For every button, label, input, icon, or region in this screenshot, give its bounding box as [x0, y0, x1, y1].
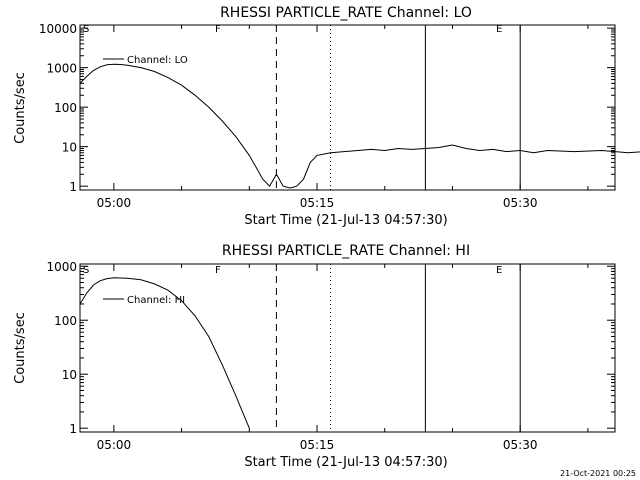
lo-vertical-lines — [275, 25, 521, 190]
hi-panel: RHESSI PARTICLE_RATE Channel: HI 05:00 05… — [13, 243, 616, 470]
hi-y-tick-label: 100 — [54, 314, 77, 328]
hi-legend-label: Channel: HI — [127, 295, 185, 306]
lo-plot-frame — [79, 24, 616, 191]
lo-panel: RHESSI PARTICLE_RATE Channel: LO 05:00 05… — [13, 5, 640, 228]
hi-x-tick-label: 05:00 — [97, 438, 132, 452]
hi-plot-frame — [79, 263, 616, 433]
hi-x-tick-label: 05:30 — [503, 438, 538, 452]
footer-timestamp: 21-Oct-2021 00:25 — [560, 469, 636, 478]
hi-start-marker: S — [83, 265, 89, 276]
hi-x-tick-label: 05:15 — [300, 438, 335, 452]
hi-chart-title: RHESSI PARTICLE_RATE Channel: HI — [222, 243, 470, 259]
hi-end-marker: E — [496, 265, 502, 276]
lo-y-tick-label: 1000 — [46, 62, 77, 76]
hi-flare-marker: F — [215, 265, 221, 276]
lo-y-tick-label: 1 — [69, 180, 77, 194]
hi-y-tick-label: 10 — [62, 368, 77, 382]
lo-x-axis-label: Start Time (21-Jul-13 04:57:30) — [244, 213, 447, 228]
lo-legend-label: Channel: LO — [127, 55, 188, 66]
lo-y-tick-label: 10 — [62, 141, 77, 155]
hi-y-tick-label: 1 — [69, 422, 77, 436]
lo-x-tick-label: 05:30 — [503, 196, 538, 210]
hi-x-axis-label: Start Time (21-Jul-13 04:57:30) — [244, 455, 447, 470]
lo-x-tick-label: 05:00 — [97, 196, 132, 210]
hi-y-axis-label: Counts/sec — [13, 312, 28, 384]
lo-x-tick-label: 05:15 — [300, 196, 335, 210]
hi-vertical-lines — [275, 264, 521, 432]
lo-start-marker: S — [83, 24, 89, 35]
hi-series-line — [79, 277, 250, 429]
lo-end-marker: E — [496, 24, 502, 35]
lo-y-tick-label: 10000 — [39, 22, 77, 36]
hi-y-axis-ticks: 1 10 100 1000 — [46, 260, 615, 436]
hi-y-tick-label: 1000 — [46, 260, 77, 274]
lo-y-axis-label: Counts/sec — [13, 72, 28, 144]
lo-flare-marker: F — [215, 24, 221, 35]
lo-chart-title: RHESSI PARTICLE_RATE Channel: LO — [220, 5, 472, 21]
lo-y-axis-ticks: 1 10 100 1000 10000 — [39, 22, 615, 194]
lo-y-tick-label: 100 — [54, 101, 77, 115]
lo-series-line — [79, 63, 640, 189]
